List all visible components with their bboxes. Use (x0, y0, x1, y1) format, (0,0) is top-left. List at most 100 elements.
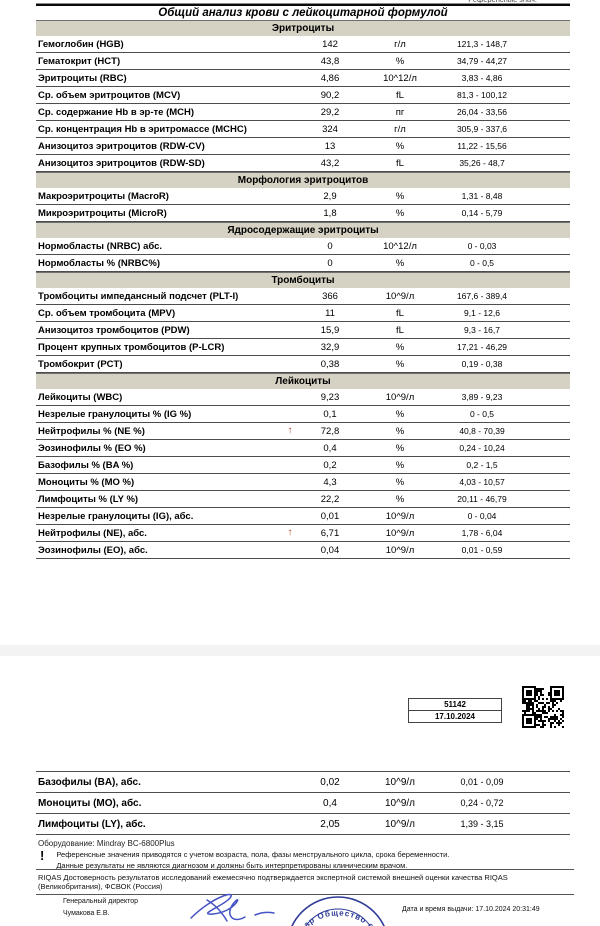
reference-range: 3,89 - 9,23 (461, 392, 503, 402)
reference-range: 0 - 0,5 (469, 409, 495, 419)
page-separator (0, 645, 600, 656)
parameter-name: Базофилы % (BA %) (38, 459, 134, 471)
section-header: Ядросодержащие эритроциты (36, 222, 570, 238)
reference-range: 0 - 0,5 (469, 258, 495, 268)
reference-range: 305,9 - 337,6 (456, 124, 508, 134)
result-unit: 10^9/л (385, 510, 415, 522)
reference-note: ! Референсные значения приводятся с учет… (40, 849, 449, 871)
result-row: Ср. объем эритроцитов (MCV) 90,2 fL 81,3 - … (36, 87, 570, 104)
result-row: Моноциты % (MO %) 4,3% 4,03 - 10,57 (36, 474, 570, 491)
sample-id: 51142 (409, 699, 501, 711)
parameter-name: Лейкоциты (WBC) (38, 391, 123, 403)
result-value: 4,86 (320, 72, 340, 84)
result-row: Моноциты (MO), абс. 0,4 10^9/л 0,24 - 0,72 (36, 793, 570, 814)
result-unit: 10^9/л (385, 776, 415, 788)
parameter-name: Ср. содержание Hb в эр-те (MCH) (38, 106, 195, 118)
result-value: 0,01 (320, 510, 340, 522)
parameter-name: Незрелые гранулоциты % (IG %) (38, 408, 192, 420)
parameter-name: Эозинофилы (EO), абс. (38, 544, 148, 556)
result-unit: fL (396, 324, 404, 336)
result-row: Процент крупных тромбоцитов (P-LCR) 32,9%… (36, 339, 570, 356)
parameter-name: Моноциты % (MO %) (38, 476, 135, 488)
result-value: 72,8 (320, 425, 340, 437)
note-text: Референсные значения приводятся с учетом… (56, 849, 449, 871)
clipped-column-header: Референсные знач. (36, 0, 570, 3)
reference-range: 9,1 - 12,6 (464, 308, 500, 318)
stamp: одар Общество с о (291, 896, 385, 926)
result-unit: % (395, 459, 405, 471)
parameter-name: Ср. концентрация Hb в эритромассе (MCHC) (38, 123, 247, 135)
result-value: 90,2 (320, 89, 340, 101)
parameter-name: Нормобласты % (NRBC%) (38, 257, 160, 269)
reference-range: 81,3 - 100,12 (456, 90, 508, 100)
result-unit: % (395, 425, 405, 437)
report-page1: Референсные знач. Общий анализ крови с л… (36, 0, 570, 559)
reference-range: 35,26 - 48,7 (459, 158, 505, 168)
result-unit: fL (396, 157, 404, 169)
section-header: Морфология эритроцитов (36, 172, 570, 188)
result-value: 0 (327, 240, 333, 252)
result-row: Эритроциты (RBC) 4,86 10^12/л 3,83 - 4,86 (36, 70, 570, 87)
result-row: Ср. концентрация Hb в эритромассе (MCHC)… (36, 121, 570, 138)
result-value: 15,9 (320, 324, 340, 336)
result-row: Базофилы % (BA %) 0,2% 0,2 - 1,5 (36, 457, 570, 474)
result-unit: fL (396, 307, 404, 319)
result-value: 1,8 (323, 207, 337, 219)
reference-range: 1,31 - 8,48 (461, 191, 503, 201)
result-unit: 10^9/л (385, 797, 415, 809)
reference-range: 1,78 - 6,04 (461, 528, 503, 538)
reference-range: 17,21 - 46,29 (456, 342, 508, 352)
result-unit: 10^9/л (385, 818, 415, 830)
parameter-name: Нормобласты (NRBC) абс. (38, 240, 163, 252)
parameter-name: Лимфоциты (LY), абс. (38, 818, 146, 830)
signature (190, 893, 275, 922)
reference-range: 4,03 - 10,57 (459, 477, 505, 487)
result-row: Лейкоциты (WBC) 9,23 10^9/л 3,89 - 9,23 (36, 389, 570, 406)
equipment-line: Оборудование: Mindray BC-6800Plus (38, 839, 175, 848)
riqas-statement: RIQAS Достоверность результатов исследов… (36, 869, 574, 895)
warning-icon: ! (40, 848, 45, 863)
sample-info-box: 51142 17.10.2024 (408, 698, 502, 723)
result-unit: % (395, 493, 405, 505)
parameter-name: Макроэритроциты (MacroR) (38, 190, 169, 202)
result-unit: % (395, 341, 405, 353)
reference-range: 0,01 - 0,09 (460, 777, 504, 787)
parameter-name: Анизоцитоз эритроцитов (RDW-CV) (38, 140, 205, 152)
result-unit: % (395, 140, 405, 152)
director-block: Генеральный директор Чумакова Е.В. (63, 896, 138, 919)
result-row: Лимфоциты (LY), абс. 2,05 10^9/л 1,39 - 3,1… (36, 814, 570, 835)
high-flag-icon: ↑ (287, 527, 293, 538)
sample-date: 17.10.2024 (434, 712, 476, 721)
reference-range: 11,22 - 15,56 (457, 141, 507, 151)
result-value: 2,05 (320, 818, 340, 830)
result-row: Лимфоциты % (LY %) 22,2% 20,11 - 46,79 (36, 491, 570, 508)
result-value: 0,2 (323, 459, 337, 471)
section-header: Эритроциты (36, 20, 570, 36)
reference-range: 40,8 - 70,39 (459, 426, 505, 436)
result-value: 0,1 (323, 408, 337, 420)
results-table-continued: Базофилы (BA), абс. 0,02 10^9/л 0,01 - 0,09… (36, 771, 570, 835)
result-row: Незрелые гранулоциты % (IG %) 0,1% 0 - 0,5 (36, 406, 570, 423)
result-row: Нейтрофилы % (NE %) ↑ 72,8% 40,8 - 70,39 (36, 423, 570, 440)
result-row: Нормобласты (NRBC) абс. 0 10^12/л 0 - 0,03 (36, 238, 570, 255)
reference-range: 3,83 - 4,86 (461, 73, 503, 83)
result-row: Тромбокрит (PCT) 0,38% 0,19 - 0,38 (36, 356, 570, 373)
qr-code-icon (522, 686, 564, 728)
issue-datetime: Дата и время выдачи: 17.10.2024 20:31:49 (402, 906, 540, 913)
result-unit: % (395, 358, 405, 370)
result-value: 6,71 (320, 527, 340, 539)
result-value: 4,3 (323, 476, 337, 488)
divider (36, 3, 570, 4)
report-title: Общий анализ крови с лейкоцитарной форму… (158, 7, 448, 19)
reference-range: 0 - 0,03 (467, 241, 497, 251)
director-title: Генеральный директор (63, 898, 139, 905)
director-name: Чумакова Е.В. (63, 909, 110, 917)
result-row: Микроэритроциты (MicroR) 1,8% 0,14 - 5,79 (36, 205, 570, 222)
clipped-column-header-text: Референсные знач. (468, 0, 537, 3)
result-unit: г/л (394, 123, 406, 135)
result-unit: % (395, 408, 405, 420)
svg-text:одар Общество с о: одар Общество с о (293, 908, 382, 926)
reference-range: 0,14 - 5,79 (461, 208, 503, 218)
parameter-name: Гемоглобин (HGB) (38, 38, 124, 50)
